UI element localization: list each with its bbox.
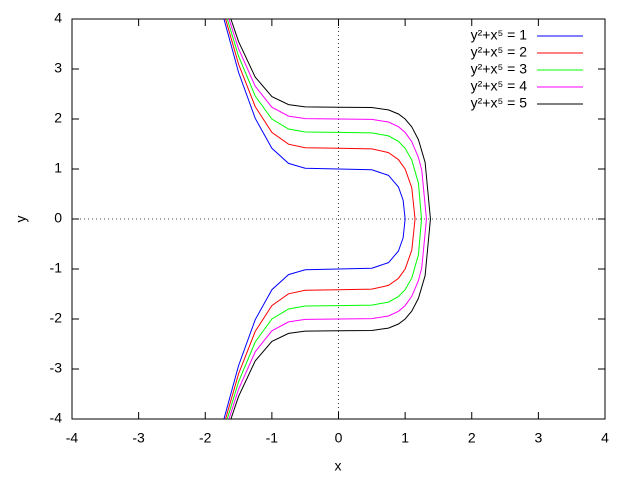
y-tick-label: 2 (54, 110, 62, 126)
y-tick-label: -4 (50, 410, 63, 426)
legend-label: y²+x⁵ = 3 (471, 61, 528, 77)
x-tick-label: 4 (601, 430, 609, 446)
y-tick-label: -2 (50, 310, 63, 326)
legend-label: y²+x⁵ = 4 (471, 78, 528, 94)
x-tick-label: 1 (401, 430, 409, 446)
x-tick-label: 3 (534, 430, 542, 446)
y-tick-label: 1 (54, 160, 62, 176)
legend-label: y²+x⁵ = 1 (471, 27, 528, 43)
series-line (226, 18, 423, 420)
y-axis-label: y (13, 216, 29, 223)
legend-label: y²+x⁵ = 5 (471, 95, 528, 111)
series-line (230, 18, 431, 420)
y-tick-label: 3 (54, 60, 62, 76)
series-line (225, 18, 416, 420)
series-line (228, 18, 427, 420)
x-tick-label: 0 (335, 430, 343, 446)
x-tick-label: -1 (266, 430, 279, 446)
x-axis-label: x (335, 458, 342, 474)
y-tick-label: 0 (54, 210, 62, 226)
x-tick-label: 2 (468, 430, 476, 446)
y-tick-label: -1 (50, 260, 63, 276)
y-tick-label: 4 (54, 10, 62, 26)
x-tick-label: -4 (66, 430, 79, 446)
y-tick-label: -3 (50, 360, 63, 376)
legend-label: y²+x⁵ = 2 (471, 44, 528, 60)
plot-border (71, 18, 606, 420)
x-tick-label: -3 (132, 430, 145, 446)
series-line (223, 18, 406, 420)
x-tick-label: -2 (199, 430, 212, 446)
